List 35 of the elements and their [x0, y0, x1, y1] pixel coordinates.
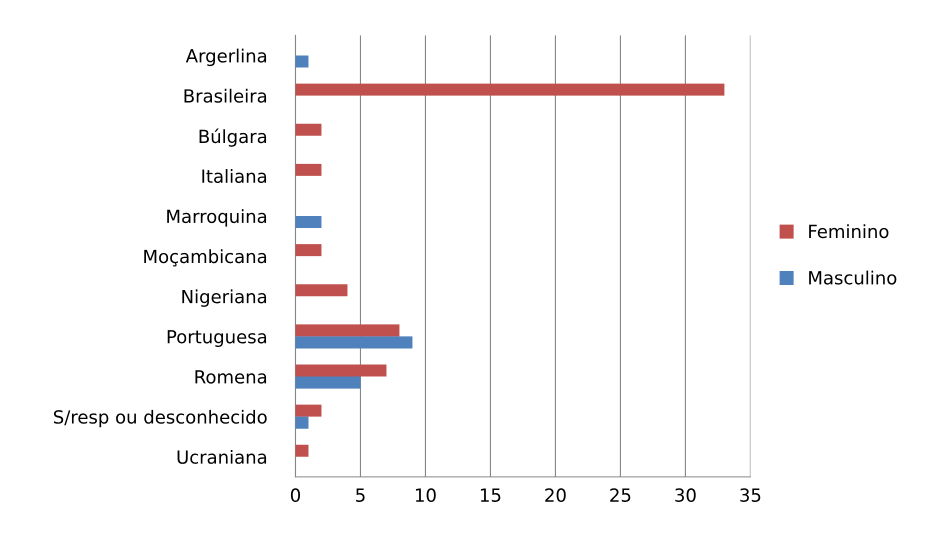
- bar: [295, 284, 348, 296]
- x-tick-label: 5: [356, 488, 365, 502]
- y-tick-label: Romena: [195, 370, 266, 384]
- bar: [295, 376, 360, 389]
- bar: [295, 124, 322, 136]
- y-tick-label: Búlgara: [200, 128, 266, 147]
- x-tick-label: 25: [610, 488, 630, 502]
- bar: [295, 336, 412, 348]
- legend-label: Masculino: [809, 270, 896, 285]
- bar: [295, 444, 308, 457]
- y-tick-label: Nigeriana: [182, 289, 266, 307]
- y-tick-label: Portuguesa: [168, 330, 266, 348]
- x-tick-label: 0: [290, 488, 300, 502]
- legend-label: Feminino: [809, 224, 888, 238]
- bar: [295, 55, 308, 68]
- x-tick-label: 30: [675, 488, 696, 502]
- y-tick-label: S/resp ou desconhecido: [54, 410, 267, 428]
- bar: [295, 404, 322, 417]
- y-tick-label: Moçambicana: [144, 249, 266, 266]
- x-tick-label: 35: [740, 488, 760, 502]
- bar: [295, 164, 322, 176]
- y-tick-label: Marroquina: [167, 209, 266, 227]
- bar: [295, 244, 322, 256]
- y-tick-label: Brasileira: [184, 88, 266, 103]
- x-tick-label: 15: [480, 488, 500, 502]
- x-tick-label: 10: [416, 488, 436, 502]
- x-tick-label: 20: [545, 488, 566, 502]
- bar: [295, 84, 724, 96]
- bar: [295, 324, 400, 336]
- y-tick-label: Italiana: [202, 169, 266, 184]
- bar: [295, 416, 308, 429]
- bar: [295, 216, 322, 228]
- bar: [295, 364, 386, 377]
- y-tick-label: Argerlina: [186, 48, 266, 66]
- y-tick-label: Ucraniana: [178, 450, 266, 464]
